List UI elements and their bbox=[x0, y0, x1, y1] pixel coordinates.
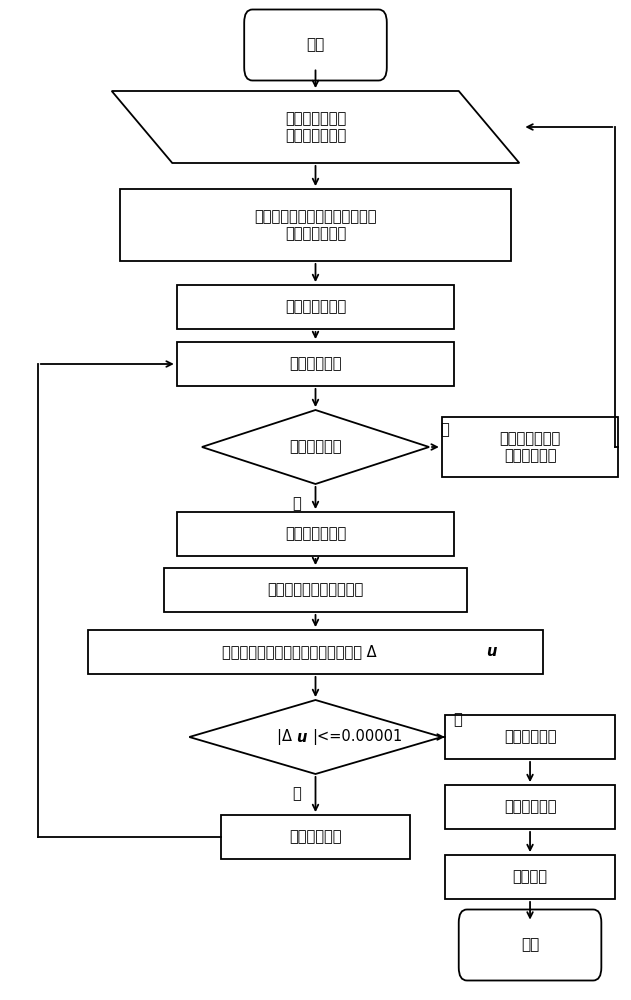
Bar bbox=[88, 630, 543, 674]
Text: 潮流是否收敛: 潮流是否收敛 bbox=[289, 440, 342, 454]
Text: 计算灵敏度系数: 计算灵敏度系数 bbox=[285, 526, 346, 542]
Text: u: u bbox=[486, 645, 496, 660]
Text: 模型化为标准的二次规划: 模型化为标准的二次规划 bbox=[268, 582, 363, 597]
Text: 求解二次规划问题得到控制变量增量 Δ: 求解二次规划问题得到控制变量增量 Δ bbox=[222, 645, 377, 660]
Text: 是: 是 bbox=[453, 712, 462, 727]
FancyBboxPatch shape bbox=[244, 10, 387, 81]
Polygon shape bbox=[189, 700, 442, 774]
Polygon shape bbox=[202, 410, 429, 484]
Bar bbox=[445, 785, 615, 829]
Text: 计算微电源在当前有功出力下的
无功出力上限值: 计算微电源在当前有功出力下的 无功出力上限值 bbox=[254, 209, 377, 241]
Text: 调整无功微电源
有功或者负荷: 调整无功微电源 有功或者负荷 bbox=[499, 431, 561, 463]
Text: 进行潮流计算: 进行潮流计算 bbox=[289, 357, 342, 371]
Text: |Δ: |Δ bbox=[277, 729, 297, 745]
Polygon shape bbox=[112, 91, 519, 163]
Bar bbox=[177, 512, 454, 556]
Text: 输出结果: 输出结果 bbox=[512, 869, 548, 884]
Text: 修正控制变量: 修正控制变量 bbox=[289, 830, 342, 844]
Text: 进行潮流计算: 进行潮流计算 bbox=[504, 800, 557, 814]
Text: u: u bbox=[297, 730, 307, 744]
Bar bbox=[120, 189, 511, 261]
Bar bbox=[164, 568, 467, 612]
Text: 否: 否 bbox=[292, 786, 301, 801]
Bar bbox=[442, 417, 618, 477]
Bar bbox=[177, 342, 454, 386]
Text: 监测或获取实时
微电源有功数据: 监测或获取实时 微电源有功数据 bbox=[285, 111, 346, 143]
Bar bbox=[445, 715, 615, 759]
Text: |<=0.00001: |<=0.00001 bbox=[312, 729, 403, 745]
Text: 否: 否 bbox=[440, 422, 449, 437]
Text: 开始: 开始 bbox=[307, 37, 324, 52]
Bar bbox=[221, 815, 410, 859]
Text: 是: 是 bbox=[292, 496, 301, 511]
Bar bbox=[445, 855, 615, 899]
Text: 结束: 结束 bbox=[521, 938, 539, 952]
Text: 预安排无功出力: 预安排无功出力 bbox=[285, 300, 346, 314]
Text: 修正控制变量: 修正控制变量 bbox=[504, 730, 557, 744]
Bar bbox=[177, 285, 454, 329]
FancyBboxPatch shape bbox=[459, 910, 601, 980]
